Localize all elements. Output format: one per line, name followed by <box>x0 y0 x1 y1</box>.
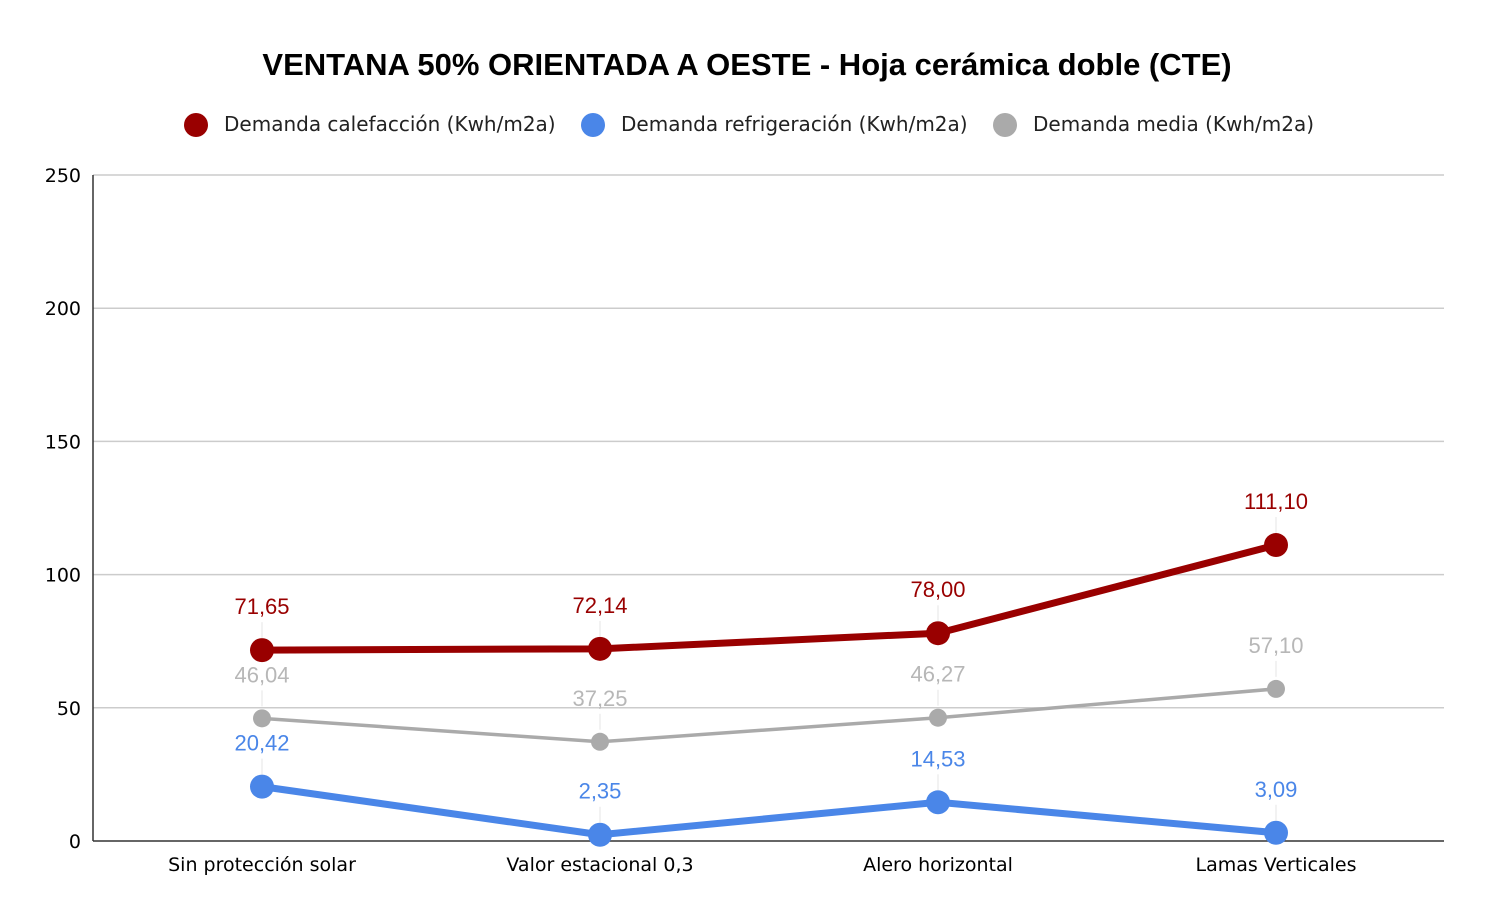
data-label: 14,53 <box>910 746 965 771</box>
data-point <box>591 732 609 751</box>
data-label: 71,65 <box>234 594 289 619</box>
x-tick-label: Valor estacional 0,3 <box>506 854 693 876</box>
data-point <box>1264 533 1288 558</box>
data-labels: 71,65 72,14 78,00 111,10 20,42 2,35 14,53 3,09 4… <box>234 489 1308 823</box>
legend-marker <box>581 113 605 137</box>
data-label: 37,25 <box>572 686 627 711</box>
y-tick-label: 0 <box>69 831 81 853</box>
data-label: 46,27 <box>910 662 965 687</box>
y-axis: 0 50 100 150 200 250 <box>45 165 94 853</box>
legend-marker <box>184 113 208 137</box>
data-label: 78,00 <box>910 577 965 602</box>
y-tick-label: 200 <box>45 298 81 320</box>
data-point <box>250 638 274 663</box>
legend-marker <box>993 113 1017 137</box>
x-tick-label: Lamas Verticales <box>1195 854 1356 876</box>
data-point <box>926 621 950 646</box>
chart-title: VENTANA 50% ORIENTADA A OESTE - Hoja cer… <box>262 47 1231 82</box>
series-line <box>258 541 1280 654</box>
gridlines <box>93 174 1444 709</box>
legend: Demanda calefacción (Kwh/m2a) Demanda ref… <box>184 112 1314 137</box>
data-point <box>253 709 271 728</box>
data-point <box>926 790 950 815</box>
x-tick-label: Sin protección solar <box>168 854 356 876</box>
data-label: 2,35 <box>579 779 622 804</box>
x-axis: Sin protección solar Valor estacional 0,3… <box>93 840 1444 876</box>
data-point <box>588 822 612 847</box>
legend-label: Demanda media (Kwh/m2a) <box>1033 112 1314 136</box>
data-label: 3,09 <box>1255 777 1298 802</box>
data-point <box>1267 679 1285 698</box>
data-point <box>929 708 947 727</box>
data-label: 46,04 <box>234 662 289 687</box>
legend-label: Demanda calefacción (Kwh/m2a) <box>224 112 556 136</box>
y-tick-label: 250 <box>45 165 81 187</box>
x-tick-label: Alero horizontal <box>863 854 1013 876</box>
y-tick-label: 100 <box>45 565 81 587</box>
data-point <box>1264 820 1288 845</box>
y-tick-label: 150 <box>45 431 81 453</box>
data-point <box>588 636 612 661</box>
legend-label: Demanda refrigeración (Kwh/m2a) <box>621 112 968 136</box>
series-group <box>250 533 1288 847</box>
data-label: 20,42 <box>234 731 289 756</box>
data-point <box>250 774 274 799</box>
data-label: 72,14 <box>572 593 627 618</box>
data-label: 111,10 <box>1244 489 1308 514</box>
series-line <box>260 687 1278 744</box>
y-tick-label: 50 <box>57 698 81 720</box>
series-line <box>258 783 1280 839</box>
data-label: 57,10 <box>1248 633 1303 658</box>
